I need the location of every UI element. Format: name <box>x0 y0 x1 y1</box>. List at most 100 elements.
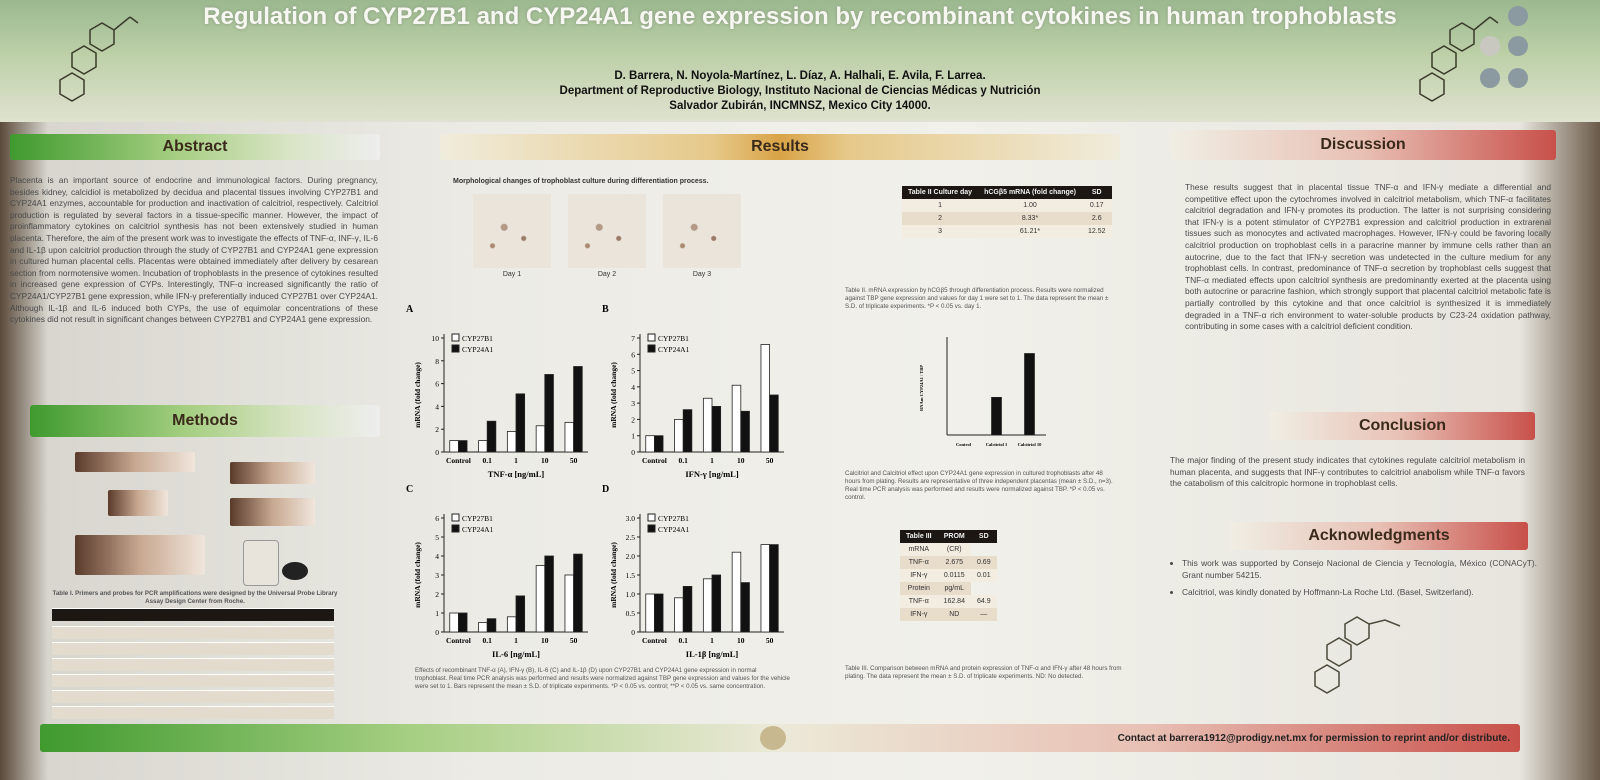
table-row: TNF-α 162.84 64.9 <box>900 595 997 608</box>
section-heading: Abstract <box>10 134 380 160</box>
x-tick-label: 50 <box>766 636 774 645</box>
table-3: Table III PROM SD mRNA (CR) TNF-α 2.675 0.69 IFN… <box>900 530 997 621</box>
table: Table II Culture day hCGβ5 mRNA (fold cha… <box>902 186 1112 238</box>
panel-label: B <box>602 304 609 315</box>
table-cell: ND <box>937 608 971 621</box>
micrograph <box>568 194 646 268</box>
x-axis-label: IFN-γ [ng/mL] <box>685 469 738 479</box>
day-label: Day 2 <box>597 271 617 278</box>
y-tick-label: 7 <box>631 334 635 343</box>
table-caption: Table II. mRNA expression by hCGβ5 throu… <box>845 287 1109 310</box>
micrograph <box>473 194 551 268</box>
panel-label: C <box>406 484 413 495</box>
figure-caption: Calcitriol and Calcitriol effect upon CY… <box>845 470 1113 501</box>
x-tick-label: Control <box>642 456 667 465</box>
bar <box>760 344 771 453</box>
legend-swatch <box>647 513 656 522</box>
legend-label: CYP27B1 <box>658 334 689 343</box>
legend-swatch <box>451 344 460 353</box>
y-axis-label: mRNA (fold change) <box>413 542 422 608</box>
x-tick-label: Control <box>446 636 471 645</box>
legend-label: CYP27B1 <box>462 334 493 343</box>
table-header-cell: SD <box>1081 186 1112 199</box>
bar <box>515 595 526 633</box>
legend-swatch <box>451 513 460 522</box>
bar <box>769 394 779 453</box>
bar <box>544 555 554 633</box>
y-tick-label: 4 <box>631 383 635 392</box>
molecule-icon <box>1419 16 1499 102</box>
table-row: mRNA (CR) <box>900 543 997 556</box>
acknowledgment-item: This work was supported by Consejo Nacio… <box>1182 558 1537 581</box>
logo-dots <box>1480 6 1528 88</box>
section-heading: Discussion <box>1170 130 1556 160</box>
table-caption: Table I. Primers and probes for PCR ampl… <box>52 590 338 605</box>
table-header-cell: hCGβ5 mRNA (fold change) <box>978 186 1082 199</box>
y-tick-label: 4 <box>435 552 439 561</box>
x-tick-label: 0.1 <box>679 456 689 465</box>
emblem <box>760 726 786 750</box>
bar <box>731 551 742 633</box>
bar <box>564 421 575 453</box>
figure-caption: Effects of recombinant TNF-α (A), IFN-γ … <box>415 667 790 690</box>
y-tick-label: 2.0 <box>626 552 636 561</box>
bar <box>535 425 546 453</box>
y-tick-label: 1.0 <box>626 590 636 599</box>
table-row: IFN-γ 0.0115 0.01 <box>900 569 997 582</box>
bar <box>1024 353 1035 436</box>
x-axis-label: TNF-α [ng/mL] <box>488 469 545 479</box>
y-axis-label: mRNA (fold change) <box>609 542 618 608</box>
bar <box>478 440 488 453</box>
y-tick-label: 6 <box>631 350 635 359</box>
table-cell: 3 <box>902 225 979 238</box>
section-heading: Methods <box>30 405 380 437</box>
table-header-cell: PROM <box>937 530 971 543</box>
table-header-cell: SD <box>970 530 997 543</box>
bar <box>478 622 488 633</box>
x-tick-label: 10 <box>541 456 549 465</box>
table-row <box>52 706 334 719</box>
x-axis-label: IL-6 [ng/mL] <box>492 649 540 659</box>
bar <box>564 574 575 633</box>
bar <box>535 565 546 633</box>
bar <box>486 420 497 453</box>
x-tick-label: 10 <box>541 636 549 645</box>
table-cell: 12.52 <box>1081 225 1112 238</box>
header <box>0 0 1600 122</box>
bar <box>760 544 771 633</box>
discussion-text: These results suggest that in placental … <box>1185 182 1551 332</box>
y-axis-label: mRNA (fold change) <box>609 362 618 428</box>
table-cell: TNF-α <box>900 556 938 569</box>
x-axis-label: IL-1β [ng/mL] <box>686 649 739 659</box>
bar <box>654 593 664 633</box>
legend-swatch <box>647 333 656 342</box>
flow-box <box>75 535 205 575</box>
x-tick-label: 0.1 <box>483 456 493 465</box>
table-cell: 64.9 <box>970 595 997 608</box>
table-cell: Protein <box>900 582 938 595</box>
section-heading: Results <box>440 134 1120 160</box>
section-heading: Conclusion <box>1270 412 1535 440</box>
flow-box <box>230 498 315 526</box>
contact: Contact at barrera1912@prodigy.net.mx fo… <box>1117 733 1510 744</box>
bar <box>674 419 684 453</box>
authors: D. Barrera, N. Noyola-Martínez, L. Díaz,… <box>614 70 986 82</box>
bar <box>674 597 684 633</box>
x-tick-label: 50 <box>570 456 578 465</box>
y-tick-label: 0 <box>631 448 635 457</box>
x-tick-label: 0.1 <box>679 636 689 645</box>
y-tick-label: 1 <box>631 432 635 441</box>
table-cell: 2.675 <box>937 556 971 569</box>
y-tick-label: 2.5 <box>626 533 636 542</box>
y-axis-label: RNAm CYP24A1 / TBP <box>919 365 924 411</box>
table-cell: IFN-γ <box>900 569 938 582</box>
bar <box>486 618 497 633</box>
y-tick-label: 3 <box>435 571 439 580</box>
table-cell: 0.01 <box>970 569 997 582</box>
bar <box>457 612 468 633</box>
legend-swatch <box>647 344 656 353</box>
table-cell: 2 <box>902 212 979 225</box>
abstract-text: Placenta is an important source of endoc… <box>10 175 378 325</box>
legend-label: CYP27B1 <box>462 514 493 523</box>
